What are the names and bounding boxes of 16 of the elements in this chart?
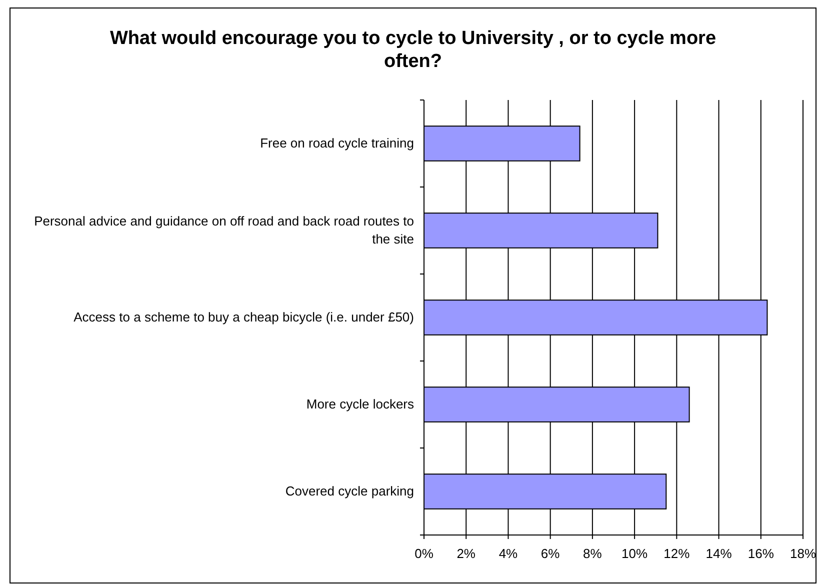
x-tick-label: 10% (622, 546, 648, 561)
x-tick-label: 4% (498, 546, 518, 561)
x-tick-label: 2% (456, 546, 476, 561)
x-tick-label: 6% (540, 546, 560, 561)
x-tick-label: 16% (748, 546, 774, 561)
x-tick-label: 18% (790, 546, 816, 561)
y-tick-label: Free on road cycle training (260, 136, 414, 150)
chart-title: What would encourage you to cycle to University , or to cycle more often? (110, 28, 716, 72)
y-tick-label: Personal advice and guidance on off road and back road routes to the site (34, 214, 414, 246)
x-tick-label: 14% (706, 546, 732, 561)
y-tick-label: More cycle lockers (306, 396, 414, 412)
y-tick-label: Covered cycle parking (285, 484, 414, 498)
x-tick-label: 0% (414, 546, 434, 561)
x-tick-label: 12% (664, 546, 690, 561)
x-tick-label: 8% (583, 546, 602, 561)
y-tick-label: Access to a scheme to buy a cheap bicycle (i.e. under £50) (74, 310, 414, 324)
